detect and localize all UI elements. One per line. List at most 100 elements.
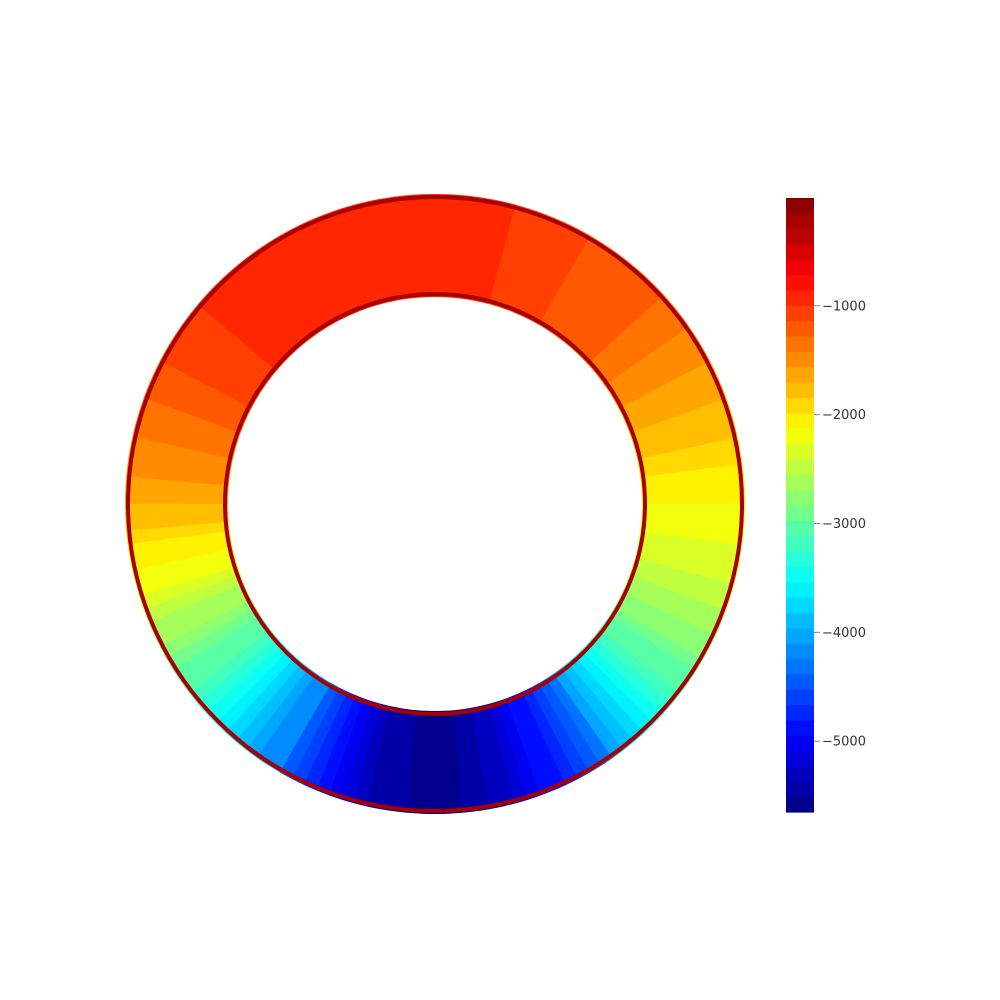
ring-segment (125, 476, 229, 496)
colorbar-band (786, 366, 814, 383)
ring-segment (354, 703, 391, 807)
ring-segment (505, 695, 554, 796)
ring-segment (126, 521, 230, 545)
ring-segment (235, 257, 310, 346)
ring-segment (637, 539, 741, 572)
ring-segment (604, 615, 697, 683)
ring-segment (394, 195, 418, 299)
ring-segment (127, 449, 232, 478)
ring-segment (538, 235, 602, 330)
ring-segment (479, 703, 516, 807)
ring-segment (574, 650, 655, 733)
ring-segment (303, 217, 356, 317)
ring-segment (124, 490, 229, 505)
colorbar-band (786, 336, 814, 353)
colorbar-band (786, 689, 814, 706)
colorbar: −1000 −2000 −3000 −4000 −5000 (786, 198, 866, 813)
colorbar-band (786, 274, 814, 291)
ring-segment (626, 574, 727, 623)
ring-segment (180, 622, 271, 693)
colorbar-band (786, 320, 814, 337)
ring-segment (143, 574, 244, 623)
colorbar-band (786, 259, 814, 276)
ring-segment (129, 436, 233, 469)
colorbar-band (786, 735, 814, 752)
ring-segment (622, 372, 722, 425)
ring-segment (632, 557, 735, 598)
ring-segment (148, 372, 248, 425)
colorbar-band (786, 290, 814, 307)
ring-segment (256, 673, 324, 766)
ring-segment (126, 463, 230, 487)
ring-segment (629, 397, 731, 442)
ring-segment (225, 656, 303, 742)
ring-segment (599, 315, 690, 386)
colorbar-band (786, 673, 814, 690)
colorbar-band (786, 796, 814, 813)
ring-segment (127, 530, 232, 559)
ring-segment (470, 198, 503, 302)
ring-segment (637, 436, 741, 469)
ring-segment (614, 348, 711, 409)
ring-segment (461, 196, 490, 301)
ring-segment (593, 304, 682, 379)
ring-segment (132, 548, 236, 585)
colorbar-band (786, 428, 814, 445)
ring-segment (148, 583, 248, 636)
ring-segment (461, 707, 490, 812)
colorbar-band (786, 458, 814, 475)
colorbar-band (786, 244, 814, 260)
ring-segment (215, 275, 296, 358)
ring-segment (614, 599, 711, 660)
ring-segment (407, 710, 427, 814)
ring-segment (153, 591, 252, 648)
ring-segment (640, 521, 744, 545)
ring-segment (560, 257, 635, 346)
ring-segment (246, 668, 317, 759)
ring-segment (638, 530, 743, 559)
ring-segment (599, 622, 690, 693)
ring-segment (173, 615, 266, 683)
colorbar-band (786, 781, 814, 798)
ring-segment (328, 208, 373, 310)
ring-segment (514, 691, 567, 791)
ring-segment (609, 337, 704, 401)
ring-segment (291, 687, 348, 786)
ring-segment (434, 193, 449, 298)
ring-segment (135, 557, 238, 598)
ring-segment (188, 629, 277, 704)
colorbar-band (786, 581, 814, 598)
colorbar-band (786, 489, 814, 506)
colorbar-tick-label: −5000 (822, 735, 866, 750)
colorbar-band (786, 765, 814, 782)
colorbar-band (786, 474, 814, 491)
ring-segment (641, 512, 745, 532)
ring-segment (629, 566, 731, 611)
ring-segment (380, 707, 409, 812)
ring-segment (328, 698, 373, 800)
ring-segment (505, 212, 554, 313)
ring-segment (135, 410, 238, 451)
colorbar-band (786, 228, 814, 245)
outer-edge-rim (126, 195, 744, 813)
ring-segment (125, 512, 229, 532)
ring-segment (581, 284, 664, 365)
ring-segment (553, 668, 624, 759)
colorbar-band (786, 520, 814, 537)
ring-segment (206, 643, 289, 724)
colorbar-band (786, 382, 814, 399)
ring-segment (622, 583, 722, 636)
ring-segment (354, 201, 391, 305)
ring-segment (587, 294, 673, 372)
colorbar-band (786, 566, 814, 583)
ring-segment (618, 360, 717, 417)
ring-segment (567, 656, 645, 742)
ring-segment (268, 678, 332, 773)
ring-segment (159, 348, 256, 409)
ring-segment (197, 294, 283, 372)
colorbar-tick-label: −3000 (822, 517, 866, 532)
colorbar-band (786, 750, 814, 767)
ring-segment (225, 266, 303, 352)
ring-segment (246, 249, 317, 340)
ring-segment (173, 325, 266, 393)
